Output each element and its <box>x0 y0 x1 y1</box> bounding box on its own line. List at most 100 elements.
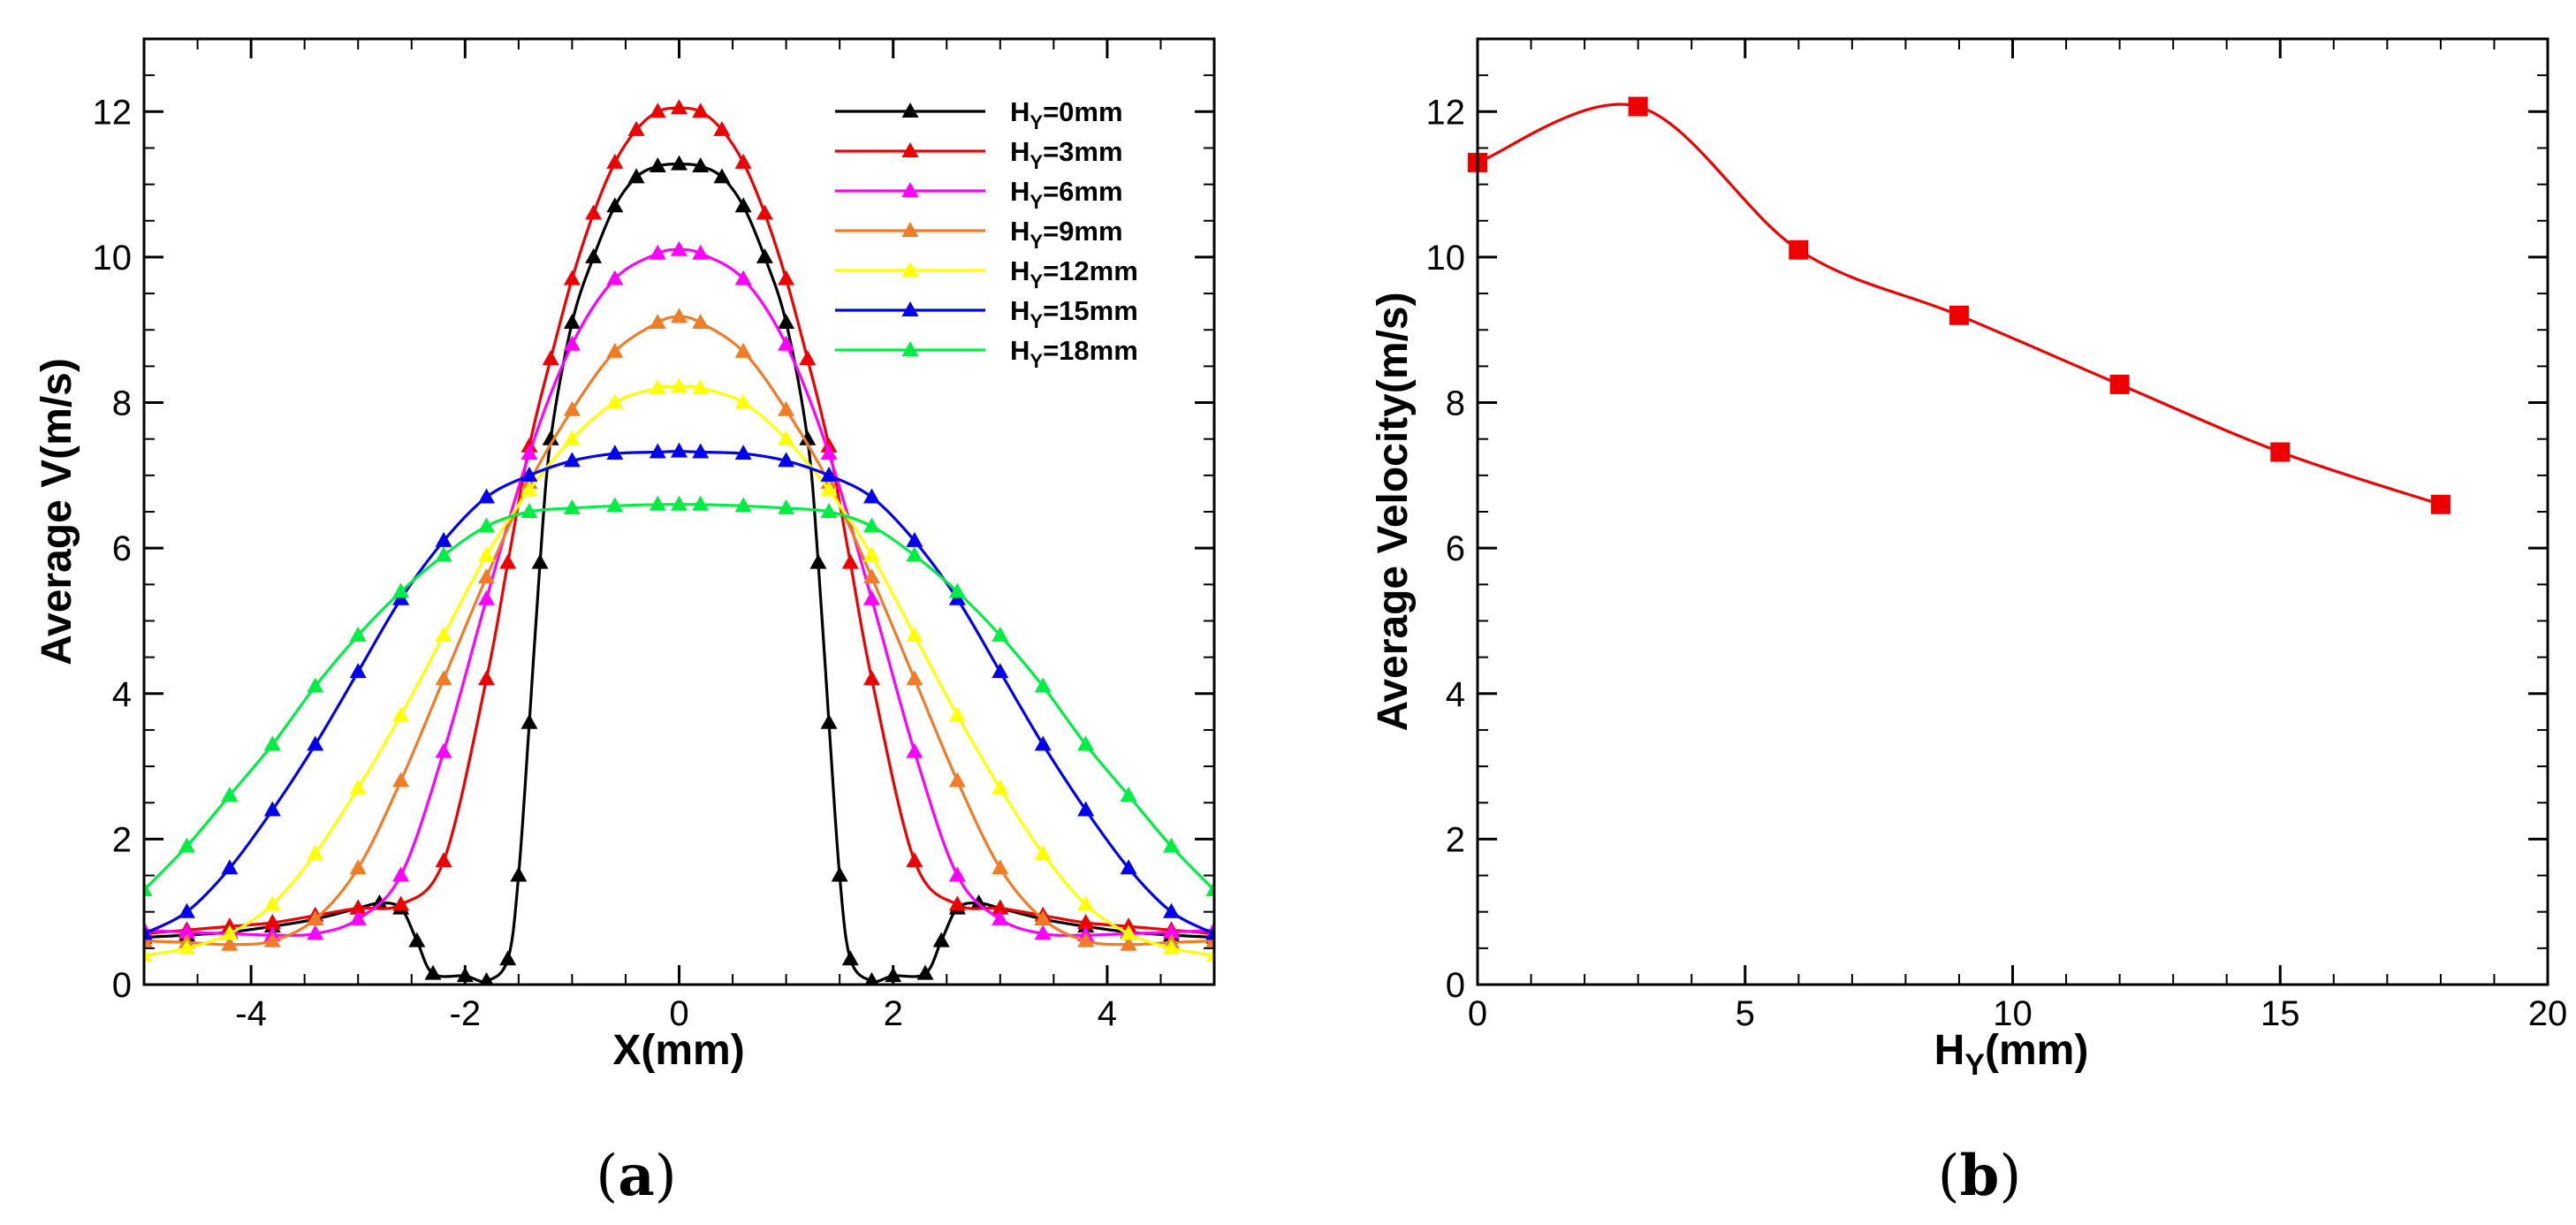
series-marker-hy-3mm <box>392 895 410 911</box>
legend-marker-hy-9mm <box>901 222 919 237</box>
series-marker-hy-3mm <box>263 914 281 930</box>
series-marker-hy-0mm <box>932 932 950 947</box>
series-marker-hy-15mm <box>692 443 710 459</box>
series-marker-hy-15mm <box>1077 801 1095 817</box>
series-marker-hy-15mm <box>734 445 752 460</box>
series-marker-hy-6mm <box>349 909 367 925</box>
series-marker-hy-12mm <box>649 379 666 395</box>
panel-a-x-tick-label: 4 <box>1098 994 1117 1033</box>
panel-b-data-point <box>2430 494 2451 514</box>
series-marker-hy-15mm <box>906 531 923 547</box>
series-marker-hy-18mm <box>1034 677 1052 693</box>
panel-b-data-point <box>1789 240 1809 260</box>
series-marker-hy-0mm <box>713 168 731 184</box>
series-marker-hy-15mm <box>1163 902 1181 918</box>
panel-b-series-group <box>1468 96 2451 514</box>
series-marker-hy-15mm <box>478 488 496 504</box>
series-marker-hy-18mm <box>478 517 496 533</box>
panel-b-series-line <box>1477 103 2442 506</box>
series-marker-hy-9mm <box>263 932 281 947</box>
legend-label-hy-9mm: HY=9mm <box>1010 216 1123 253</box>
series-marker-hy-18mm <box>435 546 452 562</box>
series-marker-hy-12mm <box>992 779 1009 795</box>
series-marker-hy-6mm <box>862 590 880 605</box>
panel-b-x-tick-label: 10 <box>1993 994 2033 1033</box>
series-marker-hy-18mm <box>820 503 838 518</box>
panel-b-label-close: ) <box>1999 1144 2021 1209</box>
series-marker-hy-9mm <box>563 400 581 416</box>
series-marker-hy-18mm <box>178 837 195 853</box>
panel-a-series-group <box>144 99 1214 985</box>
series-marker-hy-3mm <box>671 99 688 115</box>
series-marker-hy-0mm <box>692 157 710 173</box>
panel-b-data-point <box>1949 305 1969 325</box>
panel-a-y-tick-label: 8 <box>112 384 132 423</box>
panel-b-x-tick-label: 5 <box>1736 994 1755 1033</box>
series-marker-hy-0mm <box>370 894 388 909</box>
series-marker-hy-0mm <box>510 866 528 882</box>
series-marker-hy-15mm <box>435 531 452 547</box>
series-marker-hy-9mm <box>1077 932 1095 947</box>
series-marker-hy-6mm <box>671 240 688 256</box>
series-marker-hy-9mm <box>307 909 324 925</box>
series-marker-hy-9mm <box>435 670 452 686</box>
series-marker-hy-9mm <box>948 772 966 788</box>
series-marker-hy-6mm <box>478 590 496 605</box>
series-marker-hy-3mm <box>948 895 966 911</box>
series-marker-hy-15mm <box>992 663 1009 679</box>
series-marker-hy-18mm <box>606 497 624 513</box>
series-marker-hy-15mm <box>671 442 688 458</box>
series-line-hy-12mm <box>144 384 1214 957</box>
series-marker-hy-9mm <box>392 772 410 788</box>
panel-a-y-tick-label: 12 <box>93 93 133 132</box>
series-marker-hy-0mm <box>424 964 442 980</box>
series-marker-hy-12mm <box>862 546 880 562</box>
panel-a-ticks: -4 -2 0 2 4 0 2 4 6 8 10 12 <box>93 38 1215 1033</box>
series-marker-hy-15mm <box>606 445 624 460</box>
series-marker-hy-18mm <box>692 495 710 511</box>
panel-b-x-tick-label: 20 <box>2528 994 2568 1033</box>
series-marker-hy-15mm <box>1034 735 1052 751</box>
series-marker-hy-9mm <box>992 859 1009 875</box>
series-marker-hy-9mm <box>478 568 496 584</box>
series-marker-hy-12mm <box>307 844 324 860</box>
series-marker-hy-6mm <box>435 742 452 758</box>
series-marker-hy-0mm <box>606 197 624 213</box>
series-marker-hy-3mm <box>992 899 1009 915</box>
series-marker-hy-12mm <box>563 430 581 445</box>
series-marker-hy-12mm <box>1205 947 1214 962</box>
series-marker-hy-6mm <box>778 335 795 351</box>
panel-b-data-point <box>2109 374 2130 394</box>
series-marker-hy-3mm <box>606 153 624 169</box>
series-marker-hy-9mm <box>649 314 666 329</box>
series-marker-hy-18mm <box>263 735 281 751</box>
series-marker-hy-15mm <box>820 466 838 482</box>
series-marker-hy-12mm <box>178 939 195 955</box>
panel-b-y-tick-label: 10 <box>1426 239 1466 278</box>
series-marker-hy-6mm <box>734 270 752 285</box>
series-marker-hy-15mm <box>307 735 324 751</box>
series-marker-hy-12mm <box>734 393 752 409</box>
series-marker-hy-0mm <box>734 197 752 213</box>
series-marker-hy-18mm <box>734 497 752 513</box>
panel-a-chart: -4 -2 0 2 4 0 2 4 6 8 10 12 X(mm) Average V(m/s) HY… <box>34 37 1216 1209</box>
legend-label-hy-6mm: HY=6mm <box>1010 176 1123 213</box>
panel-a-legend: HY=0mmHY=3mmHY=6mmHY=9mmHY=12mmHY=15mmHY… <box>835 96 1138 372</box>
series-marker-hy-15mm <box>178 902 195 918</box>
series-marker-hy-0mm <box>831 866 848 882</box>
panel-a-label-open: ( <box>596 1144 618 1209</box>
series-marker-hy-18mm <box>992 626 1009 642</box>
series-marker-hy-3mm <box>1077 914 1095 930</box>
series-marker-hy-3mm <box>585 204 603 220</box>
series-marker-hy-12mm <box>1163 939 1181 955</box>
series-marker-hy-6mm <box>649 244 666 260</box>
series-marker-hy-15mm <box>862 488 880 504</box>
panel-a-label: (a) <box>596 1143 676 1209</box>
series-line-hy-18mm <box>144 503 1214 892</box>
panel-a-y-tick-label: 4 <box>112 675 132 714</box>
series-marker-hy-6mm <box>906 742 923 758</box>
series-marker-hy-9mm <box>671 308 688 323</box>
panel-b-ticks: 0 5 10 15 20 0 2 4 6 8 10 12 <box>1426 38 2568 1033</box>
series-marker-hy-18mm <box>671 495 688 511</box>
